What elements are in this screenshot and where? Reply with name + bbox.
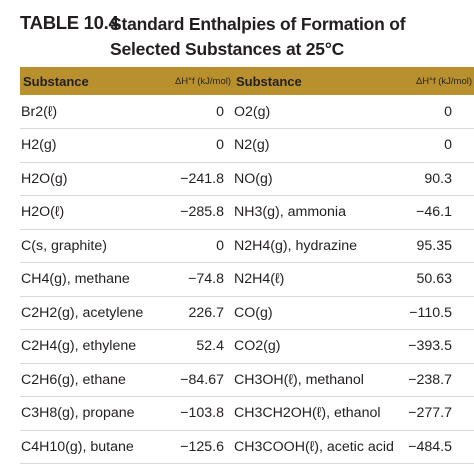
table-row: Br2(ℓ) 0 O2(g) 0	[20, 95, 474, 129]
substance-cell: N2H4(ℓ)	[234, 271, 285, 288]
substance-cell: H2O(ℓ)	[21, 204, 65, 221]
substance-cell: N2H4(g), hydrazine	[234, 237, 358, 254]
substance-cell: N2(g)	[234, 137, 270, 154]
enthalpy-cell: 52.4	[196, 338, 224, 355]
enthalpy-table: Substance ΔH°f (kJ/mol) Substance ΔH°f (…	[20, 67, 474, 464]
enthalpy-cell: −277.7	[408, 405, 452, 422]
header-substance-1: Substance	[23, 73, 89, 89]
enthalpy-cell: −393.5	[408, 338, 452, 355]
table-row: C(s, graphite) 0 N2H4(g), hydrazine 95.35	[20, 229, 474, 263]
substance-cell: C2H2(g), acetylene	[21, 304, 144, 321]
substance-cell: CH3CH2OH(ℓ), ethanol	[234, 405, 381, 422]
substance-cell: NO(g)	[234, 170, 273, 187]
enthalpy-cell: 90.3	[424, 170, 452, 187]
substance-cell: H2(g)	[21, 137, 57, 154]
table-row: C3H8(g), propane −103.8 CH3CH2OH(ℓ), ethan…	[20, 397, 474, 430]
table-row: C2H2(g), acetylene 226.7 CO(g) −110.5	[20, 296, 474, 330]
enthalpy-cell: 226.7	[188, 304, 224, 321]
substance-cell: C2H4(g), ethylene	[21, 338, 137, 355]
substance-cell: CH3OH(ℓ), methanol	[234, 371, 364, 388]
enthalpy-cell: 0	[216, 237, 224, 254]
enthalpy-cell: 0	[444, 103, 452, 120]
enthalpy-cell: 0	[216, 137, 224, 154]
enthalpy-cell: −103.8	[180, 405, 224, 422]
table-row: H2O(ℓ) −285.8 NH3(g), ammonia −46.1	[20, 196, 474, 229]
enthalpy-cell: 95.35	[416, 237, 452, 254]
enthalpy-cell: −125.6	[180, 438, 224, 455]
enthalpy-cell: −46.1	[416, 204, 452, 221]
enthalpy-cell: 0	[216, 103, 224, 120]
substance-cell: C4H10(g), butane	[21, 438, 134, 455]
enthalpy-cell: 0	[444, 137, 452, 154]
enthalpy-cell: −484.5	[408, 438, 452, 455]
enthalpy-cell: −74.8	[188, 271, 224, 288]
enthalpy-cell: 50.63	[416, 271, 452, 288]
table-row: C4H10(g), butane −125.6 CH3COOH(ℓ), acetic…	[20, 430, 474, 464]
substance-cell: H2O(g)	[21, 170, 68, 187]
substance-cell: C3H8(g), propane	[21, 405, 135, 422]
substance-cell: CO2(g)	[234, 338, 281, 355]
substance-cell: O2(g)	[234, 103, 271, 120]
header-enthalpy-2: ΔH°f (kJ/mol)	[415, 75, 472, 87]
substance-cell: Br2(ℓ)	[21, 103, 58, 120]
table-title: Standard Enthalpies of Formation of Sele…	[110, 14, 406, 59]
substance-cell: CO(g)	[234, 304, 273, 321]
enthalpy-cell: −110.5	[409, 304, 452, 321]
substance-cell: CH3COOH(ℓ), acetic acid	[234, 438, 394, 455]
table-row: C2H6(g), ethane −84.67 CH3OH(ℓ), methanol −…	[20, 363, 474, 397]
enthalpy-cell: −238.7	[408, 371, 452, 388]
table-number: TABLE 10.4	[20, 12, 119, 33]
header-row: Substance ΔH°f (kJ/mol) Substance ΔH°f (…	[20, 67, 474, 95]
substance-cell: C2H6(g), ethane	[21, 371, 126, 388]
table-row: CH4(g), methane −74.8 N2H4(ℓ) 50.63	[20, 263, 474, 296]
enthalpy-cell: −241.8	[180, 170, 224, 187]
table-row: C2H4(g), ethylene 52.4 CO2(g) −393.5	[20, 330, 474, 363]
enthalpy-cell: −285.8	[180, 204, 224, 221]
header-enthalpy-1: ΔH°f (kJ/mol)	[174, 75, 231, 87]
substance-cell: CH4(g), methane	[21, 271, 130, 288]
substance-cell: NH3(g), ammonia	[234, 204, 346, 221]
enthalpy-cell: −84.67	[180, 371, 224, 388]
substance-cell: C(s, graphite)	[21, 237, 107, 254]
table-row: H2(g) 0 N2(g) 0	[20, 129, 474, 162]
table-row: H2O(g) −241.8 NO(g) 90.3	[20, 162, 474, 196]
header-substance-2: Substance	[236, 73, 302, 89]
